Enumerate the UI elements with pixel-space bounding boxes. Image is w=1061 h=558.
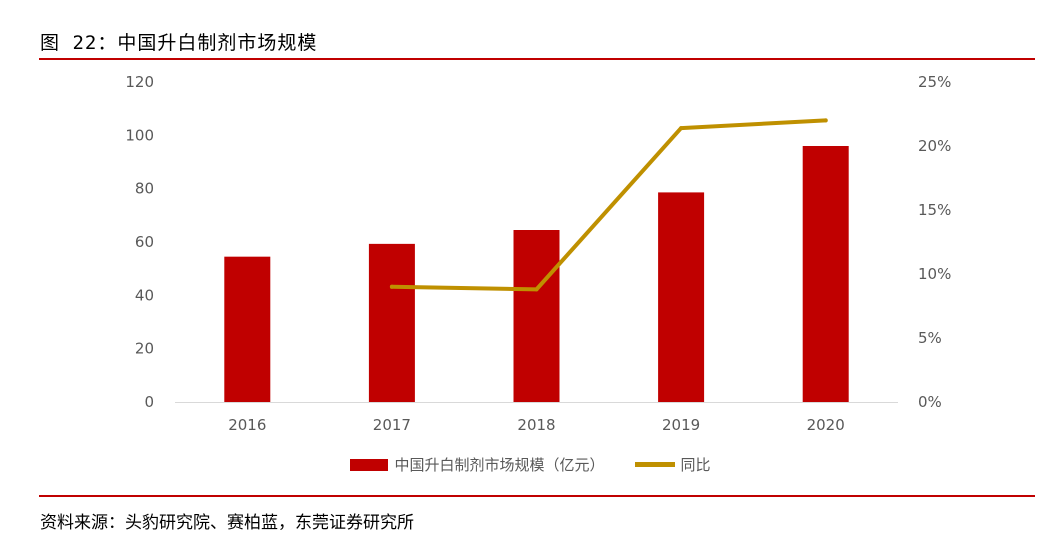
- right-tick-label: 10%: [918, 265, 951, 283]
- right-tick-label: 5%: [918, 329, 942, 347]
- left-axis: 0 20 40 60 80 100 120: [125, 73, 154, 411]
- right-tick-label: 15%: [918, 201, 951, 219]
- bar: [368, 243, 415, 402]
- legend-bar-swatch: [350, 458, 389, 471]
- figure-title: 图 22：中国升白制剂市场规模: [40, 32, 318, 54]
- legend-line-label: 同比: [680, 456, 711, 474]
- yoy-point: [823, 118, 828, 123]
- x-axis-labels: 2016 2017 2018 2019 2020: [228, 416, 845, 434]
- left-tick-label: 40: [135, 286, 154, 304]
- legend-item-line: 同比: [605, 454, 711, 475]
- legend-bar-label: 中国升白制剂市场规模（亿元）: [394, 456, 605, 474]
- right-tick-label: 0%: [918, 393, 942, 411]
- yoy-point: [679, 126, 684, 131]
- legend-item-bar: 中国升白制剂市场规模（亿元）: [350, 454, 605, 475]
- left-tick-label: 0: [144, 393, 154, 411]
- legend-line-swatch: [634, 462, 675, 467]
- yoy-point: [534, 287, 539, 292]
- x-tick-label: 2019: [662, 416, 700, 434]
- left-tick-label: 80: [135, 180, 154, 198]
- right-tick-label: 25%: [918, 73, 951, 91]
- bar: [513, 230, 560, 402]
- bar: [224, 256, 271, 402]
- x-tick-label: 2017: [373, 416, 411, 434]
- left-tick-label: 20: [135, 340, 154, 358]
- left-tick-label: 60: [135, 233, 154, 251]
- bar: [658, 192, 705, 402]
- yoy-line: [389, 118, 828, 292]
- legend: 中国升白制剂市场规模（亿元） 同比: [0, 454, 1061, 475]
- line-series: [389, 118, 828, 292]
- source-divider: [39, 495, 1035, 497]
- right-tick-label: 20%: [918, 137, 951, 155]
- x-tick-label: 2018: [517, 416, 555, 434]
- x-tick-label: 2016: [228, 416, 266, 434]
- yoy-point: [389, 284, 394, 289]
- bar: [802, 146, 849, 402]
- right-axis: 0% 5% 10% 15% 20% 25%: [918, 73, 951, 411]
- left-tick-label: 120: [125, 73, 154, 91]
- title-divider: [39, 58, 1035, 60]
- bar-series: [224, 146, 849, 402]
- left-tick-label: 100: [125, 126, 154, 144]
- x-tick-label: 2020: [807, 416, 845, 434]
- source-note: 资料来源：头豹研究院、赛柏蓝，东莞证券研究所: [40, 513, 414, 533]
